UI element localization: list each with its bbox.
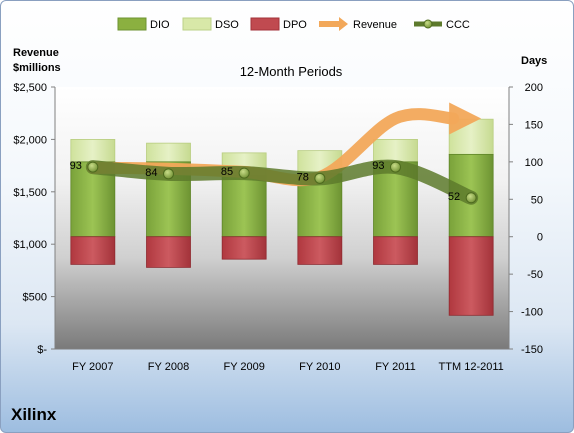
ccc-point: [87, 161, 99, 173]
ccc-data-label: 85: [221, 166, 233, 178]
x-tick-label: TTM 12-2011: [439, 361, 504, 373]
company-name: Xilinx: [11, 405, 57, 424]
x-tick-label: FY 2009: [223, 361, 264, 373]
ccc-point: [314, 172, 326, 184]
x-tick-label: FY 2010: [299, 361, 340, 373]
right-tick-label: 50: [531, 194, 543, 206]
left-axis-title-line1: Revenue: [13, 47, 59, 59]
legend-dso-label: DSO: [215, 19, 239, 31]
chart-title: 12-Month Periods: [240, 64, 343, 79]
lines-group: 93 84 85 78 93 52: [70, 102, 482, 205]
revenue-arrowhead: [449, 102, 482, 135]
left-tick-label: $2,500: [13, 82, 47, 94]
right-tick-label: 150: [525, 119, 543, 131]
legend-dio-swatch: [117, 17, 147, 31]
legend-ccc-label: CCC: [446, 19, 470, 31]
ccc-point: [163, 168, 174, 180]
ccc-data-label: 93: [70, 160, 82, 172]
left-tick-label: $1,500: [13, 187, 47, 199]
bar-dso: [146, 142, 191, 163]
right-tick-label: -100: [521, 307, 543, 319]
ccc-point: [390, 161, 401, 173]
left-tick-label: $500: [23, 292, 47, 304]
legend: DIO DSO DPO Revenue CCC: [117, 17, 470, 31]
x-axis-labels: FY 2007 FY 2008 FY 2009 FY 2010 FY 2011 TTM 1…: [72, 361, 504, 373]
left-tick-label: $2,000: [13, 134, 47, 146]
right-axis-ticks: -150 -100 -50 0 50 100 150 200: [509, 82, 543, 356]
bar-dpo: [221, 236, 267, 260]
bar-dpo: [146, 236, 191, 268]
ccc-data-label: 52: [448, 191, 460, 203]
left-tick-label: $1,000: [13, 239, 47, 251]
ccc-point: [465, 192, 477, 204]
left-axis-ticks: $- $500 $1,000 $1,500 $2,000 $2,500: [13, 82, 55, 356]
legend-revenue-arrow: [319, 17, 348, 31]
legend-revenue-label: Revenue: [353, 19, 397, 31]
bar-dso: [373, 138, 418, 163]
bar-dpo: [448, 236, 494, 316]
plot-area: [55, 87, 509, 349]
right-tick-label: -50: [527, 269, 543, 281]
legend-dpo-swatch: [250, 17, 280, 31]
x-tick-label: FY 2008: [148, 361, 189, 373]
ccc-data-label: 93: [372, 160, 384, 172]
bar-dio: [221, 174, 267, 238]
ccc-line: [85, 159, 479, 205]
x-tick-label: FY 2007: [72, 361, 113, 373]
bar-dpo: [373, 236, 418, 265]
left-tick-label: $-: [37, 344, 47, 356]
ccc-data-label: 84: [145, 167, 157, 179]
bars-group: [70, 118, 494, 316]
right-axis-title: Days: [521, 55, 547, 67]
left-axis-title-line2: $millions: [13, 62, 61, 74]
bar-dio: [70, 161, 116, 238]
x-tick-label: FY 2011: [375, 361, 416, 373]
bar-dpo: [70, 236, 116, 265]
bar-dso: [70, 138, 116, 163]
legend-dso-swatch: [182, 17, 212, 31]
legend-dio-label: DIO: [150, 19, 170, 31]
legend-dpo-label: DPO: [283, 19, 307, 31]
bar-dpo: [297, 236, 343, 265]
ccc-data-label: 78: [297, 171, 309, 183]
legend-ccc-marker: [423, 19, 433, 29]
ccc-point: [238, 167, 250, 179]
right-tick-label: 200: [525, 82, 543, 94]
right-tick-label: -150: [521, 344, 543, 356]
right-tick-label: 0: [537, 232, 543, 244]
right-tick-label: 100: [525, 157, 543, 169]
